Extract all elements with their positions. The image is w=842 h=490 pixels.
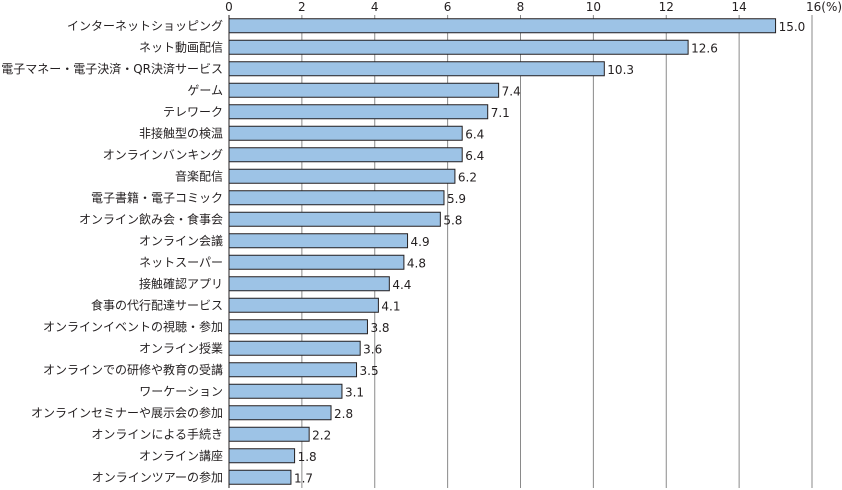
bar bbox=[228, 469, 292, 485]
category-label: オンラインによる手続き bbox=[91, 427, 223, 441]
category-label: ワーケーション bbox=[139, 384, 223, 398]
category-label: 食事の代行配達サービス bbox=[91, 297, 223, 312]
bar bbox=[228, 340, 361, 356]
category-label: ゲーム bbox=[187, 83, 223, 97]
bar bbox=[228, 147, 463, 163]
category-label: オンライン講座 bbox=[139, 448, 223, 463]
bar bbox=[228, 61, 605, 77]
x-tick-label: 0 bbox=[225, 0, 233, 14]
category-label: オンラインイベントの視聴・参加 bbox=[43, 319, 223, 334]
value-label: 15.0 bbox=[779, 20, 806, 34]
bar bbox=[228, 125, 463, 141]
category-label: オンライン飲み会・食事会 bbox=[79, 211, 223, 226]
value-label: 10.3 bbox=[607, 63, 634, 77]
category-label: 接触確認アプリ bbox=[139, 276, 223, 291]
value-label: 2.2 bbox=[312, 428, 331, 442]
bar bbox=[228, 18, 777, 34]
x-tick-label: 16(%) bbox=[806, 0, 842, 14]
bar bbox=[228, 405, 332, 421]
value-label: 1.7 bbox=[294, 471, 313, 485]
category-label: 電子マネー・電子決済・QR決済サービス bbox=[1, 61, 223, 76]
value-label: 3.5 bbox=[360, 364, 379, 378]
bars bbox=[228, 18, 777, 485]
bar bbox=[228, 362, 358, 378]
value-label: 12.6 bbox=[691, 41, 718, 55]
value-label: 3.8 bbox=[370, 321, 389, 335]
bar bbox=[228, 39, 689, 55]
value-label: 3.6 bbox=[363, 342, 382, 356]
x-tick-label: 6 bbox=[444, 0, 452, 14]
bar bbox=[228, 276, 390, 292]
category-label: オンラインセミナーや展示会の参加 bbox=[31, 405, 223, 420]
value-label: 6.4 bbox=[465, 149, 484, 163]
value-labels: 15.0 12.6 10.3 7.4 7.1 6.4 6.4 6.2 5.9 5.8 4.9 4.8 4… bbox=[294, 20, 805, 486]
bar bbox=[228, 104, 489, 120]
bar bbox=[228, 297, 379, 313]
bar bbox=[228, 233, 409, 249]
bar bbox=[228, 319, 368, 335]
value-label: 7.4 bbox=[502, 84, 521, 98]
bar bbox=[228, 168, 456, 184]
category-labels: インターネットショッピングネット動画配信電子マネー・電子決済・QR決済サービスゲ… bbox=[1, 19, 223, 485]
value-label: 5.9 bbox=[447, 192, 466, 206]
bar bbox=[228, 383, 343, 399]
value-label: 7.1 bbox=[491, 106, 510, 120]
category-label: オンラインでの研修や教育の受講 bbox=[43, 362, 223, 377]
category-label: テレワーク bbox=[163, 105, 223, 119]
category-label: ネットスーパー bbox=[139, 255, 223, 269]
bar bbox=[228, 82, 500, 98]
bar bbox=[228, 254, 405, 270]
value-label: 6.2 bbox=[458, 170, 477, 184]
category-label: 音楽配信 bbox=[175, 168, 223, 183]
x-tick-label: 14 bbox=[731, 0, 746, 14]
x-tick-label: 12 bbox=[659, 0, 674, 14]
value-label: 2.8 bbox=[334, 407, 353, 421]
x-axis-tick-labels: 0 2 4 6 8 10 12 14 16(%) bbox=[225, 0, 842, 14]
value-label: 4.1 bbox=[381, 299, 400, 313]
category-label: オンライン授業 bbox=[139, 340, 223, 355]
category-label: 非接触型の検温 bbox=[139, 125, 223, 140]
category-label: インターネットショッピング bbox=[67, 19, 223, 33]
category-label: オンラインバンキング bbox=[103, 148, 223, 162]
value-label: 4.9 bbox=[411, 235, 430, 249]
bar bbox=[228, 190, 445, 206]
value-label: 4.8 bbox=[407, 256, 426, 270]
category-label: オンラインツアーの参加 bbox=[92, 469, 223, 484]
value-label: 5.8 bbox=[443, 213, 462, 227]
value-label: 4.4 bbox=[392, 278, 411, 292]
bar bbox=[228, 211, 441, 227]
bar bbox=[228, 426, 310, 442]
category-label: 電子書籍・電子コミック bbox=[91, 190, 223, 205]
x-tick-label: 2 bbox=[298, 0, 306, 14]
x-tick-label: 10 bbox=[586, 0, 601, 14]
value-label: 6.4 bbox=[465, 127, 484, 141]
category-label: ネット動画配信 bbox=[139, 40, 223, 54]
x-tick-label: 4 bbox=[371, 0, 379, 14]
category-label: オンライン会議 bbox=[139, 234, 223, 248]
value-label: 1.8 bbox=[298, 450, 317, 464]
bar bbox=[228, 448, 296, 464]
value-label: 3.1 bbox=[345, 385, 364, 399]
x-tick-label: 8 bbox=[517, 0, 525, 14]
